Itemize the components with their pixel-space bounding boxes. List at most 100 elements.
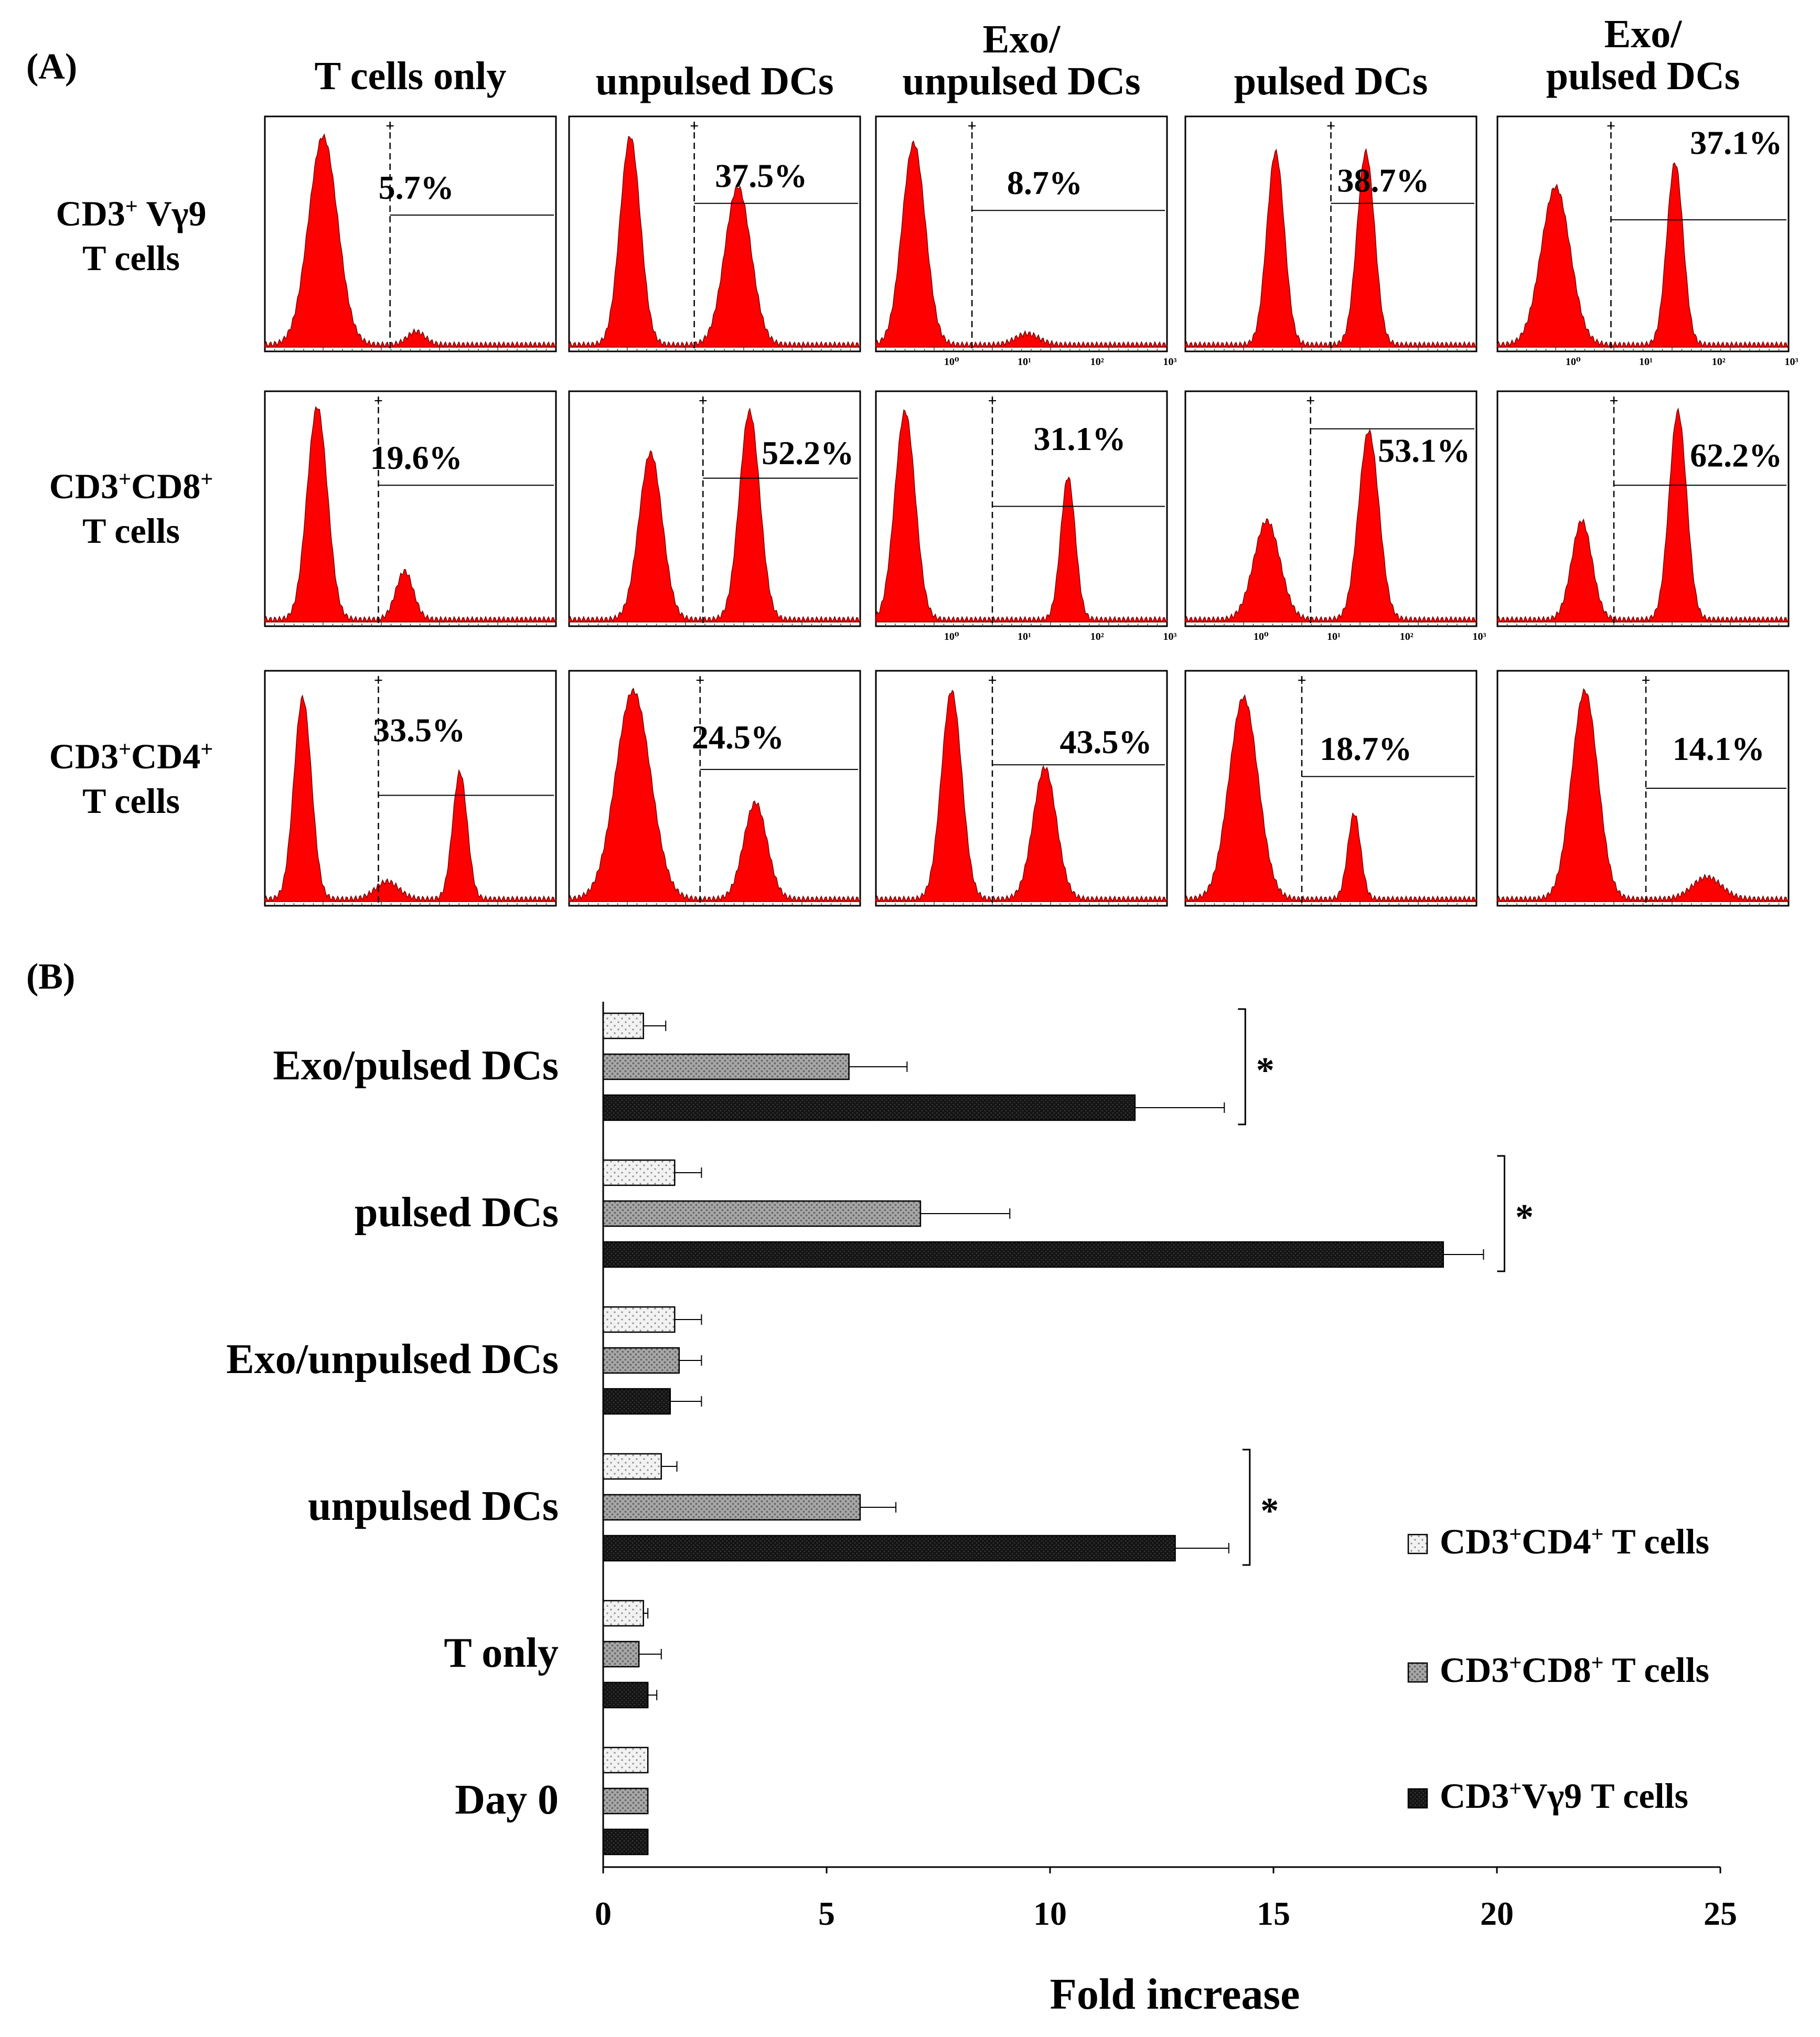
- gate-marker: +: [374, 392, 383, 410]
- column-title-3: pulsed DCs: [1234, 59, 1428, 103]
- gate-marker: +: [1297, 672, 1306, 689]
- bar: [602, 1200, 922, 1227]
- column-title-2: Exo/: [983, 17, 1061, 61]
- histogram-0-3: +38.7%: [1184, 115, 1478, 352]
- histogram-fill: [1497, 407, 1789, 623]
- legend-label: CD3+Vγ9 T cells: [1440, 1776, 1688, 1816]
- category-label: Day 0: [455, 1777, 559, 1823]
- histogram-0-4: +37.1%: [1496, 115, 1790, 352]
- legend-swatch: [1407, 1788, 1428, 1809]
- histogram-fill: [264, 694, 556, 903]
- bar: [602, 1746, 649, 1774]
- histogram-fill: [1185, 694, 1477, 903]
- axis-tick-label: 10²: [1090, 631, 1104, 642]
- histogram-fill: [569, 688, 861, 903]
- bar: [602, 1094, 1136, 1121]
- significance-bracket: [1238, 1008, 1246, 1125]
- histogram-fill: [264, 133, 556, 348]
- significance-mark: *: [1515, 1197, 1534, 1238]
- axis-tick-label: 10⁰: [944, 356, 959, 368]
- column-title-2: unpulsed DCs: [902, 59, 1140, 103]
- row-label-1: T cells: [82, 511, 180, 551]
- axis-tick-label: 10³: [1473, 631, 1486, 642]
- percent-label: 38.7%: [1337, 162, 1429, 199]
- row-label-1: CD3+CD8+: [49, 466, 213, 506]
- gate-marker: +: [699, 392, 708, 410]
- histogram-2-0: +33.5%: [264, 670, 557, 907]
- column-title-4: pulsed DCs: [1546, 54, 1740, 98]
- bar: [602, 1241, 1444, 1268]
- gate-marker: +: [690, 117, 699, 135]
- percent-label: 18.7%: [1320, 730, 1412, 767]
- axis-tick-label: 10²: [1712, 356, 1726, 368]
- bar: [602, 1600, 644, 1627]
- axis-tick-label: 10²: [1400, 631, 1414, 642]
- column-title-4: Exo/: [1604, 12, 1683, 56]
- percent-label: 37.5%: [715, 157, 807, 194]
- gate-marker: +: [1641, 672, 1650, 689]
- x-axis-title: Fold increase: [1050, 1970, 1300, 2019]
- histogram-fill: [1185, 428, 1477, 623]
- row-label-0: T cells: [82, 238, 180, 278]
- bar: [602, 1159, 676, 1186]
- panel-a-label: (A): [26, 47, 77, 87]
- column-title-1: unpulsed DCs: [595, 59, 833, 103]
- gate-marker: +: [988, 672, 997, 689]
- percent-label: 19.6%: [370, 439, 463, 476]
- bar: [602, 1535, 1176, 1562]
- bar: [602, 1828, 649, 1856]
- histogram-fill: [875, 409, 1168, 623]
- gate-marker: +: [1306, 392, 1315, 410]
- histogram-1-4: +62.2%: [1496, 390, 1790, 627]
- histogram-1-3: +53.1%: [1184, 390, 1478, 627]
- x-tick-label: 5: [818, 1895, 835, 1932]
- axis-tick-label: 10²: [1090, 356, 1104, 368]
- gate-marker: +: [386, 117, 394, 135]
- bar: [602, 1388, 671, 1415]
- axis-tick-label: 10⁰: [1566, 356, 1581, 368]
- gate-marker: +: [1609, 392, 1618, 410]
- histogram-fill: [1497, 162, 1789, 348]
- axis-tick-label: 10¹: [1327, 631, 1341, 642]
- histogram-frame: [1496, 390, 1790, 627]
- bar: [602, 1012, 644, 1039]
- x-tick-label: 25: [1704, 1895, 1737, 1932]
- panel-b-label: (B): [26, 957, 75, 997]
- axis-tick-label: 10¹: [1639, 356, 1653, 368]
- gate-marker: +: [1326, 117, 1335, 135]
- x-tick-label: 0: [595, 1895, 612, 1932]
- legend-label: CD3+CD4+ T cells: [1440, 1521, 1709, 1561]
- x-tick-label: 20: [1480, 1895, 1514, 1932]
- histogram-1-1: +52.2%: [568, 390, 861, 627]
- axis-tick-label: 10³: [1785, 356, 1798, 368]
- legend-swatch: [1407, 1662, 1428, 1683]
- column-title-0: T cells only: [315, 54, 507, 98]
- row-label-0: CD3+ Vγ9: [56, 194, 207, 233]
- category-label: unpulsed DCs: [308, 1483, 559, 1529]
- histogram-fill: [875, 690, 1168, 903]
- histogram-0-1: +37.5%: [568, 115, 861, 352]
- category-label: Exo/pulsed DCs: [273, 1043, 559, 1089]
- percent-label: 24.5%: [692, 719, 784, 756]
- histogram-fill: [875, 140, 1168, 349]
- significance-bracket: [1242, 1449, 1251, 1566]
- percent-label: 37.1%: [1690, 124, 1782, 162]
- bar: [602, 1641, 640, 1668]
- bar: [602, 1306, 676, 1333]
- histogram-0-2: +8.7%: [875, 115, 1168, 352]
- significance-mark: *: [1256, 1050, 1275, 1091]
- histogram-frame: [568, 390, 861, 627]
- axis-tick-label: 10⁰: [1254, 631, 1269, 642]
- histogram-frame: [875, 390, 1168, 627]
- legend-label: CD3+CD8+ T cells: [1440, 1650, 1709, 1690]
- axis-tick-label: 10¹: [1018, 631, 1031, 642]
- legend-swatch: [1407, 1534, 1428, 1554]
- category-label: T only: [444, 1630, 559, 1676]
- percent-label: 14.1%: [1673, 730, 1765, 767]
- row-label-2: CD3+CD4+: [49, 736, 213, 776]
- percent-label: 52.2%: [762, 434, 854, 471]
- gate-marker: +: [1607, 117, 1615, 135]
- bar: [602, 1453, 662, 1480]
- panel-b-bar-chart: 0 5 10 15 20 25 Exo/pulsed DCs * pulsed DCs * Exo/…: [226, 1002, 1737, 1932]
